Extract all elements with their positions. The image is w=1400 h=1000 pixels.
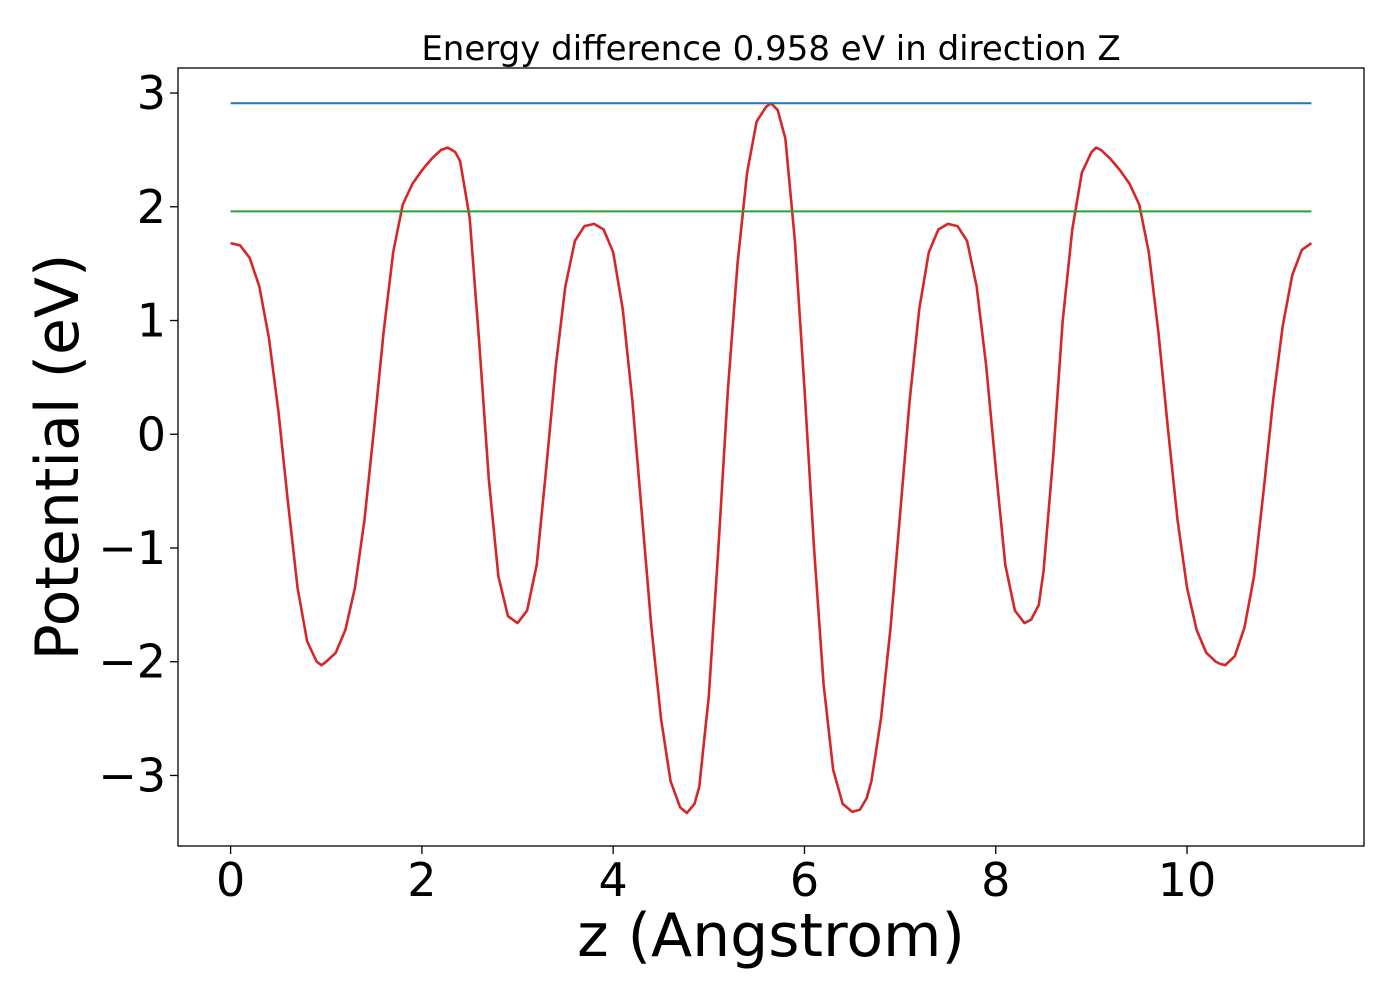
x-tick-label: 8 — [981, 853, 1010, 907]
y-axis-label: Potential (eV) — [23, 254, 93, 661]
y-tick-label: 2 — [137, 180, 166, 234]
y-tick-label: 0 — [137, 407, 166, 461]
series-layer — [230, 101, 1313, 815]
chart-title: Energy difference 0.958 eV in direction … — [421, 29, 1120, 69]
y-tick-label: 1 — [137, 294, 166, 348]
x-tick-label: 4 — [599, 853, 628, 907]
x-axis-label: z (Angstrom) — [577, 901, 965, 971]
y-tick-label: −3 — [98, 748, 166, 802]
x-tick-label: 2 — [407, 853, 436, 907]
x-tick-label: 10 — [1158, 853, 1217, 907]
y-tick-label: 3 — [137, 66, 166, 120]
plot-area-frame — [177, 67, 1365, 847]
y-axis: −3 −2 −1 0 1 2 3 — [98, 66, 178, 802]
potential-curve — [230, 101, 1313, 815]
y-tick-label: −2 — [98, 635, 166, 689]
y-tick-label: −1 — [98, 521, 166, 575]
x-tick-label: 6 — [790, 853, 819, 907]
x-tick-label: 0 — [216, 853, 245, 907]
x-axis: 0 2 4 6 8 10 — [216, 846, 1216, 907]
